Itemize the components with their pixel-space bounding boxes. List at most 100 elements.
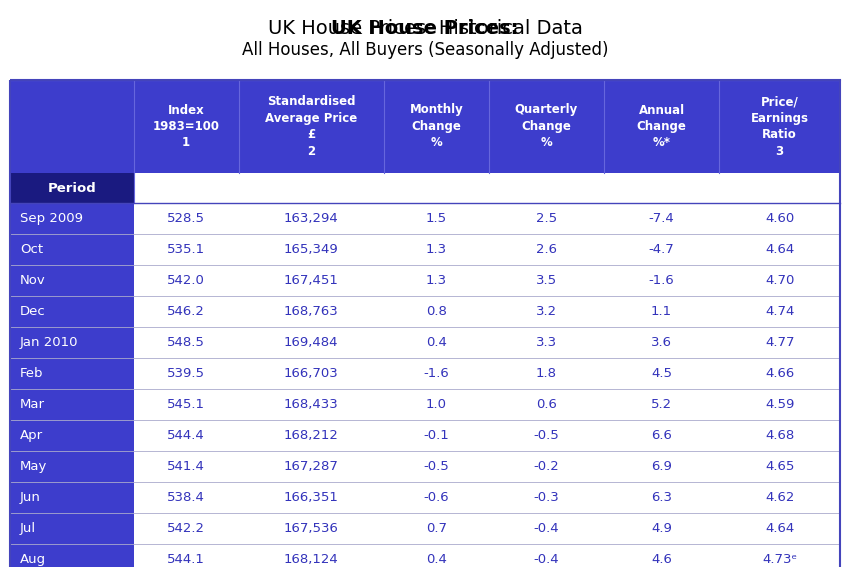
Bar [10,296,134,327]
Text: -4.7: -4.7 [649,243,675,256]
Text: UK House Prices: Historical Data: UK House Prices: Historical Data [268,19,582,37]
Text: 4.6: 4.6 [651,553,672,566]
Text: Index
1983=100
1: Index 1983=100 1 [153,104,220,150]
Text: 541.4: 541.4 [167,460,205,473]
Text: 2.6: 2.6 [536,243,557,256]
Text: -7.4: -7.4 [649,212,675,225]
Text: 1.5: 1.5 [426,212,447,225]
Text: 4.62: 4.62 [765,491,794,504]
Text: 1.3: 1.3 [426,243,447,256]
Text: 168,212: 168,212 [284,429,338,442]
Text: 3.5: 3.5 [536,274,557,287]
Text: 548.5: 548.5 [167,336,205,349]
Text: 166,703: 166,703 [284,367,338,380]
Text: Sep 2009: Sep 2009 [20,212,83,225]
Text: -0.3: -0.3 [534,491,559,504]
Text: 166,351: 166,351 [284,491,338,504]
Text: 3.3: 3.3 [536,336,557,349]
Text: Nov: Nov [20,274,46,287]
Text: Mar: Mar [20,398,45,411]
Text: 538.4: 538.4 [167,491,205,504]
Text: 167,451: 167,451 [284,274,338,287]
Text: Annual
Change
%*: Annual Change %* [637,104,687,150]
Bar [10,173,134,203]
Bar [134,265,840,296]
Bar [10,80,840,173]
Text: 168,433: 168,433 [284,398,338,411]
Text: Jul: Jul [20,522,36,535]
Text: Monthly
Change
%: Monthly Change % [410,104,463,150]
Text: -0.1: -0.1 [423,429,449,442]
Text: 0.4: 0.4 [426,336,447,349]
Bar [10,482,134,513]
Text: 4.65: 4.65 [765,460,794,473]
Text: Apr: Apr [20,429,43,442]
Text: 1.1: 1.1 [651,305,672,318]
Text: Quarterly
Change
%: Quarterly Change % [514,104,578,150]
Text: 167,536: 167,536 [284,522,338,535]
Text: Dec: Dec [20,305,46,318]
Text: All Houses, All Buyers (Seasonally Adjusted): All Houses, All Buyers (Seasonally Adjus… [241,41,609,59]
Bar [134,482,840,513]
Text: -0.5: -0.5 [534,429,559,442]
Bar [134,544,840,567]
Text: 6.3: 6.3 [651,491,672,504]
Text: 4.9: 4.9 [651,522,672,535]
Text: 3.2: 3.2 [536,305,557,318]
Text: 6.6: 6.6 [651,429,672,442]
Bar [134,234,840,265]
Text: 4.60: 4.60 [765,212,794,225]
Text: 4.68: 4.68 [765,429,794,442]
Text: 0.7: 0.7 [426,522,447,535]
Bar [10,358,134,389]
Text: 4.74: 4.74 [765,305,794,318]
Text: 163,294: 163,294 [284,212,338,225]
Text: 168,124: 168,124 [284,553,338,566]
Text: -0.4: -0.4 [534,553,559,566]
Bar [134,451,840,482]
Text: 5.2: 5.2 [651,398,672,411]
Bar [134,296,840,327]
Text: 1.3: 1.3 [426,274,447,287]
Text: 1.0: 1.0 [426,398,447,411]
Text: 545.1: 545.1 [167,398,205,411]
Text: 4.73ᵉ: 4.73ᵉ [762,553,797,566]
Text: 4.64: 4.64 [765,243,794,256]
Text: 2.5: 2.5 [536,212,557,225]
Text: -1.6: -1.6 [649,274,675,287]
Bar [134,203,840,234]
Text: May: May [20,460,48,473]
Text: -0.5: -0.5 [423,460,449,473]
Text: 544.1: 544.1 [167,553,205,566]
Text: Oct: Oct [20,243,43,256]
Text: Jun: Jun [20,491,41,504]
Text: 168,763: 168,763 [284,305,338,318]
Text: Standardised
Average Price
£
2: Standardised Average Price £ 2 [265,95,357,158]
Text: -0.2: -0.2 [534,460,559,473]
Text: 3.6: 3.6 [651,336,672,349]
Bar [10,203,134,234]
Text: 1.8: 1.8 [536,367,557,380]
Text: -0.4: -0.4 [534,522,559,535]
Text: 4.64: 4.64 [765,522,794,535]
Bar [134,173,840,203]
Text: -0.6: -0.6 [423,491,449,504]
Bar [10,513,134,544]
Text: UK House Prices: Historical Data: UK House Prices: Historical Data [268,19,582,37]
Bar [10,544,134,567]
Bar [10,234,134,265]
Text: 4.5: 4.5 [651,367,672,380]
Bar [134,389,840,420]
Text: 4.66: 4.66 [765,367,794,380]
Text: 0.4: 0.4 [426,553,447,566]
Text: 4.70: 4.70 [765,274,794,287]
Bar [134,327,840,358]
Text: 4.59: 4.59 [765,398,794,411]
Text: Jan 2010: Jan 2010 [20,336,78,349]
Bar [10,265,134,296]
Text: 0.8: 0.8 [426,305,447,318]
Text: 4.77: 4.77 [765,336,795,349]
Text: Price/
Earnings
Ratio
3: Price/ Earnings Ratio 3 [751,95,808,158]
Bar [10,420,134,451]
Bar [10,327,134,358]
